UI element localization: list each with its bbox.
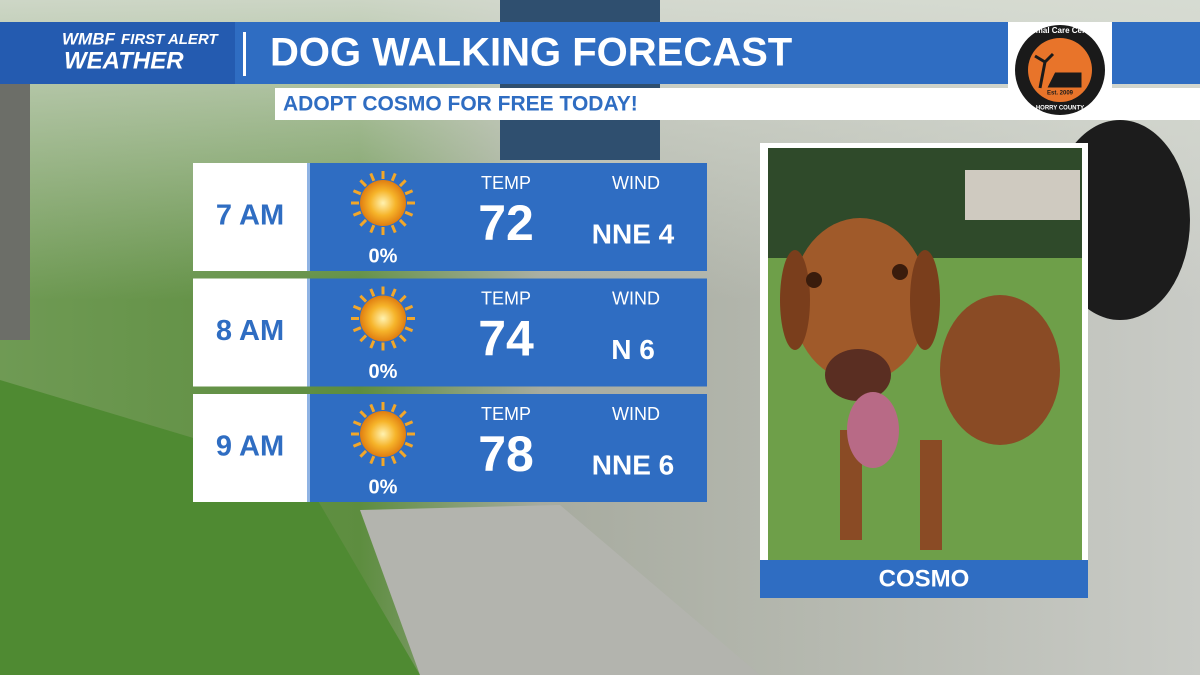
- sun-ray: [359, 410, 368, 419]
- precip: 0%: [369, 361, 398, 383]
- sun-ray: [398, 449, 407, 458]
- row-edge: [307, 163, 310, 271]
- wind: N 6: [611, 334, 655, 365]
- temp: 72: [478, 195, 534, 251]
- sun-ray: [352, 326, 362, 333]
- sidewalk: [360, 505, 760, 675]
- sun-ray: [352, 210, 362, 217]
- row-edge: [307, 278, 310, 387]
- sun-ray: [359, 294, 368, 303]
- brand: WMBF: [62, 29, 115, 48]
- sun-ray: [404, 441, 414, 448]
- dog-eye: [892, 264, 908, 280]
- temp: 78: [478, 426, 534, 482]
- sun-ray: [369, 455, 376, 465]
- dog-ear: [780, 250, 810, 350]
- sun-ray: [404, 189, 414, 196]
- wind: NNE 4: [592, 218, 675, 249]
- sun-ray: [390, 455, 397, 465]
- brand-tag: FIRST ALERT: [121, 31, 220, 48]
- wind: NNE 6: [592, 449, 674, 480]
- temp-label: TEMP: [481, 173, 531, 193]
- time: 9 AM: [216, 431, 284, 463]
- logo-name: Animal Care Center: [1023, 26, 1097, 35]
- dog-body: [940, 295, 1060, 445]
- sun-ray: [359, 334, 368, 343]
- sun-ray: [369, 403, 376, 413]
- sun-ray: [352, 304, 362, 311]
- logo-county: HORRY COUNTY: [1036, 106, 1084, 112]
- sun-ray: [398, 179, 407, 188]
- header-divider: [243, 32, 246, 76]
- post: [0, 60, 30, 340]
- sun-ray: [359, 218, 368, 227]
- photo-wall: [965, 170, 1080, 220]
- dog-eye: [806, 272, 822, 288]
- sun-ray: [359, 449, 368, 458]
- sun: [360, 295, 406, 342]
- sun-ray: [369, 288, 376, 297]
- time-box: [193, 394, 307, 502]
- sun-ray: [390, 403, 397, 413]
- sun-ray: [352, 420, 362, 427]
- sun-ray: [404, 210, 414, 217]
- dog-leg: [920, 440, 942, 550]
- sun-ray: [352, 189, 362, 196]
- sun-ray: [390, 340, 397, 349]
- time: 8 AM: [216, 315, 284, 347]
- temp-label: TEMP: [481, 404, 531, 424]
- sun-ray: [390, 288, 397, 297]
- sun-ray: [352, 441, 362, 448]
- sun-ray: [404, 304, 414, 311]
- wind-label: WIND: [612, 404, 660, 424]
- logo-est: Est. 2009: [1047, 91, 1074, 97]
- precip: 0%: [369, 476, 398, 498]
- sun-ray: [369, 224, 376, 234]
- sun-ray: [369, 340, 376, 349]
- time-box: [193, 278, 307, 387]
- sun-ray: [404, 420, 414, 427]
- sun-ray: [398, 334, 407, 343]
- sun-ray: [398, 294, 407, 303]
- wind-label: WIND: [612, 288, 660, 308]
- title: DOG WALKING FORECAST: [270, 31, 792, 75]
- dog-tongue: [847, 392, 899, 468]
- brand-sub: WEATHER: [64, 47, 184, 74]
- time: 7 AM: [216, 200, 284, 232]
- sun-ray: [369, 172, 376, 182]
- sun-ray: [359, 179, 368, 188]
- grass: [0, 380, 420, 675]
- precip: 0%: [369, 245, 398, 267]
- brand-box: [0, 22, 235, 84]
- sun: [360, 411, 406, 457]
- caption: COSMO: [879, 565, 970, 592]
- temp: 74: [478, 311, 534, 367]
- sun-ray: [398, 218, 407, 227]
- sun: [360, 180, 406, 226]
- time-box: [193, 163, 307, 271]
- subtitle: ADOPT COSMO FOR FREE TODAY!: [283, 93, 638, 116]
- wind-label: WIND: [612, 173, 660, 193]
- sun-ray: [390, 224, 397, 234]
- dog-nose: [825, 349, 891, 401]
- row-edge: [307, 394, 310, 502]
- caption-bar: [760, 560, 1088, 598]
- temp-label: TEMP: [481, 288, 531, 308]
- dog-ear: [910, 250, 940, 350]
- logo-silhouette: [1034, 52, 1082, 89]
- sun-ray: [390, 172, 397, 182]
- dog-head: [792, 218, 928, 382]
- sun-ray: [404, 326, 414, 333]
- sun-ray: [398, 410, 407, 419]
